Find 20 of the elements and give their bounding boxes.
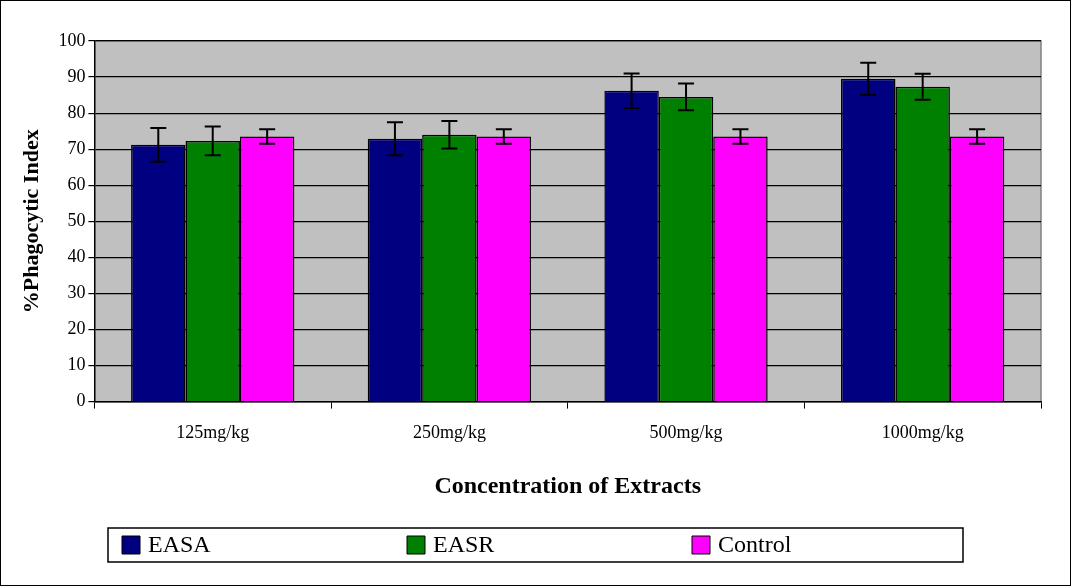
legend-label: Control — [718, 531, 792, 558]
y-axis-title: %Phagocytic Index — [17, 129, 43, 314]
y-tick-label: 90 — [67, 65, 86, 86]
x-tick-label: 250mg/kg — [412, 422, 486, 443]
y-tick-label: 60 — [67, 173, 86, 194]
y-tick-label: 30 — [67, 282, 86, 303]
x-tick-label: 125mg/kg — [176, 422, 250, 443]
y-tick-label: 50 — [67, 210, 86, 231]
legend-label: EASR — [433, 531, 495, 558]
y-tick-label: 20 — [67, 318, 86, 339]
x-tick-label: 1000mg/kg — [881, 422, 964, 443]
y-tick-label: 100 — [58, 29, 86, 50]
y-tick-label: 40 — [67, 246, 86, 267]
y-tick-label: 70 — [67, 137, 86, 158]
legend-label: EASA — [148, 531, 212, 558]
y-tick-label: 10 — [67, 354, 86, 375]
y-tick-label: 80 — [67, 101, 86, 122]
x-tick-label: 500mg/kg — [649, 422, 723, 443]
y-tick-label: 0 — [76, 390, 86, 411]
x-axis-title: Concentration of Extracts — [434, 471, 702, 498]
